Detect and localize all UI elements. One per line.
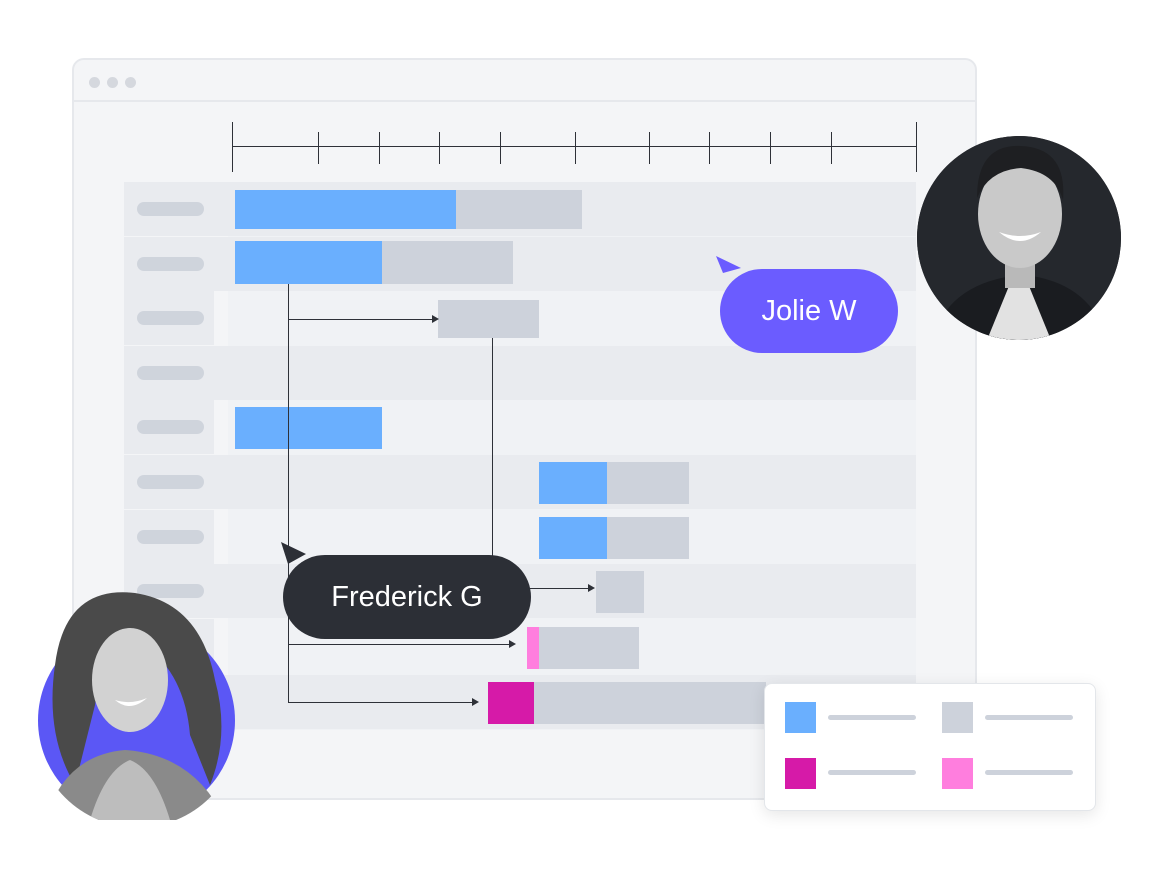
- collaborator-tag-frederick: Frederick G: [283, 555, 531, 639]
- legend-label-placeholder: [985, 770, 1073, 775]
- person-avatar-icon: [917, 136, 1121, 340]
- task-bar-remaining[interactable]: [539, 627, 639, 669]
- gantt-row[interactable]: [124, 455, 916, 509]
- legend-label-placeholder: [828, 715, 916, 720]
- task-bar-progress[interactable]: [539, 517, 607, 559]
- row-label-placeholder: [137, 530, 204, 544]
- row-label-placeholder: [137, 366, 204, 380]
- window-titlebar: [74, 60, 975, 102]
- legend-swatch: [942, 758, 973, 789]
- cursor-pointer-icon: [716, 256, 741, 273]
- window-dot-icon[interactable]: [125, 77, 136, 88]
- legend-swatch: [942, 702, 973, 733]
- legend-swatch: [785, 758, 816, 789]
- task-bar-progress[interactable]: [235, 241, 382, 284]
- window-dot-icon[interactable]: [89, 77, 100, 88]
- task-bar-remaining[interactable]: [607, 517, 689, 559]
- gantt-row[interactable]: [124, 510, 916, 564]
- row-label-placeholder: [137, 475, 204, 489]
- gantt-row[interactable]: [124, 291, 916, 345]
- task-bar-remaining[interactable]: [438, 300, 539, 338]
- task-bar-progress[interactable]: [235, 190, 456, 229]
- collaborator-tag-jolie: Jolie W: [720, 269, 898, 353]
- task-bar-remaining[interactable]: [456, 190, 582, 229]
- task-bar-remaining[interactable]: [607, 462, 689, 504]
- task-bar-progress[interactable]: [539, 462, 607, 504]
- legend-card: [764, 683, 1096, 811]
- row-label-placeholder: [137, 202, 204, 216]
- collaborator-name: Frederick G: [331, 580, 483, 613]
- gantt-row[interactable]: [124, 400, 916, 454]
- gantt-row[interactable]: [124, 346, 916, 400]
- collaborator-name: Jolie W: [761, 294, 857, 327]
- task-bar-remaining[interactable]: [534, 682, 766, 724]
- row-label-placeholder: [137, 257, 204, 271]
- task-bar-remaining[interactable]: [596, 571, 644, 613]
- task-bar-remaining[interactable]: [382, 241, 513, 284]
- cursor-pointer-icon: [281, 542, 306, 564]
- row-label-placeholder: [137, 584, 204, 598]
- window-dot-icon[interactable]: [107, 77, 118, 88]
- task-bar-milestone[interactable]: [488, 682, 534, 724]
- legend-label-placeholder: [985, 715, 1073, 720]
- avatar: [917, 136, 1121, 340]
- task-bar-progress[interactable]: [235, 407, 382, 449]
- legend-swatch: [785, 702, 816, 733]
- gantt-row[interactable]: [124, 619, 916, 673]
- legend-label-placeholder: [828, 770, 916, 775]
- row-label-placeholder: [137, 311, 204, 325]
- row-label-placeholder: [137, 420, 204, 434]
- person-avatar-icon: [45, 592, 225, 820]
- task-bar-milestone-light[interactable]: [527, 627, 539, 669]
